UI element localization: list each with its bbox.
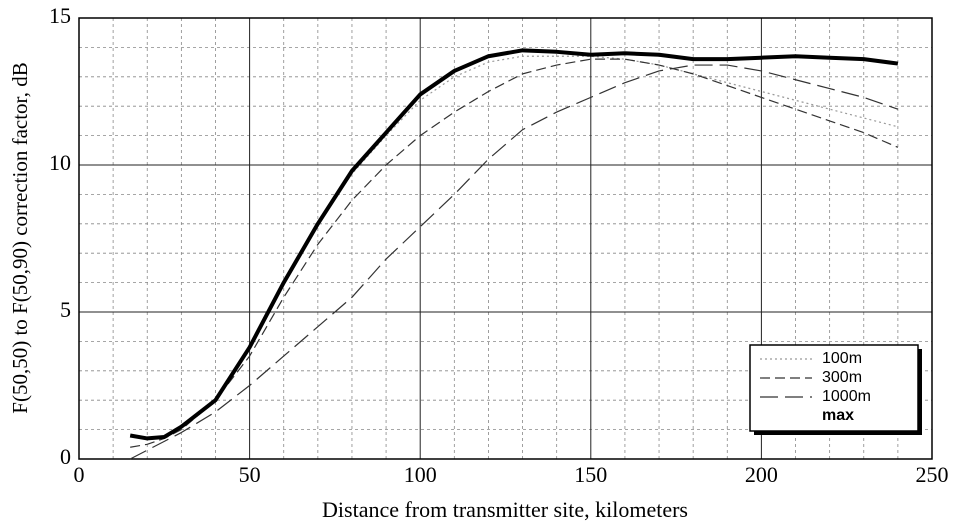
- x-tick-label: 250: [916, 462, 949, 487]
- series-line: [130, 55, 899, 440]
- legend: 100m 300m 1000m max: [749, 344, 922, 435]
- series-line: [129, 48, 899, 441]
- y-tick-label: 0: [60, 444, 71, 469]
- series-line: [129, 64, 899, 460]
- legend-label: 300m: [822, 369, 862, 386]
- y-axis-label: F(50,50) to F(50,90) correction factor, …: [8, 62, 32, 413]
- legend-label: max: [822, 407, 854, 424]
- legend-label: 1000m: [822, 388, 871, 405]
- plot-frame: [78, 17, 933, 460]
- x-tick-label: 150: [574, 462, 607, 487]
- x-tick-label: 50: [239, 462, 261, 487]
- y-tick-label: 5: [60, 297, 71, 322]
- legend-box: [749, 344, 919, 432]
- y-tick-label: 10: [49, 150, 71, 175]
- x-axis-label: Distance from transmitter site, kilomete…: [322, 497, 688, 522]
- x-tick-label: 100: [404, 462, 437, 487]
- x-tick-label: 200: [745, 462, 778, 487]
- y-tick-label: 15: [49, 3, 71, 28]
- legend-label: 100m: [822, 350, 862, 367]
- x-tick-label: 0: [74, 462, 85, 487]
